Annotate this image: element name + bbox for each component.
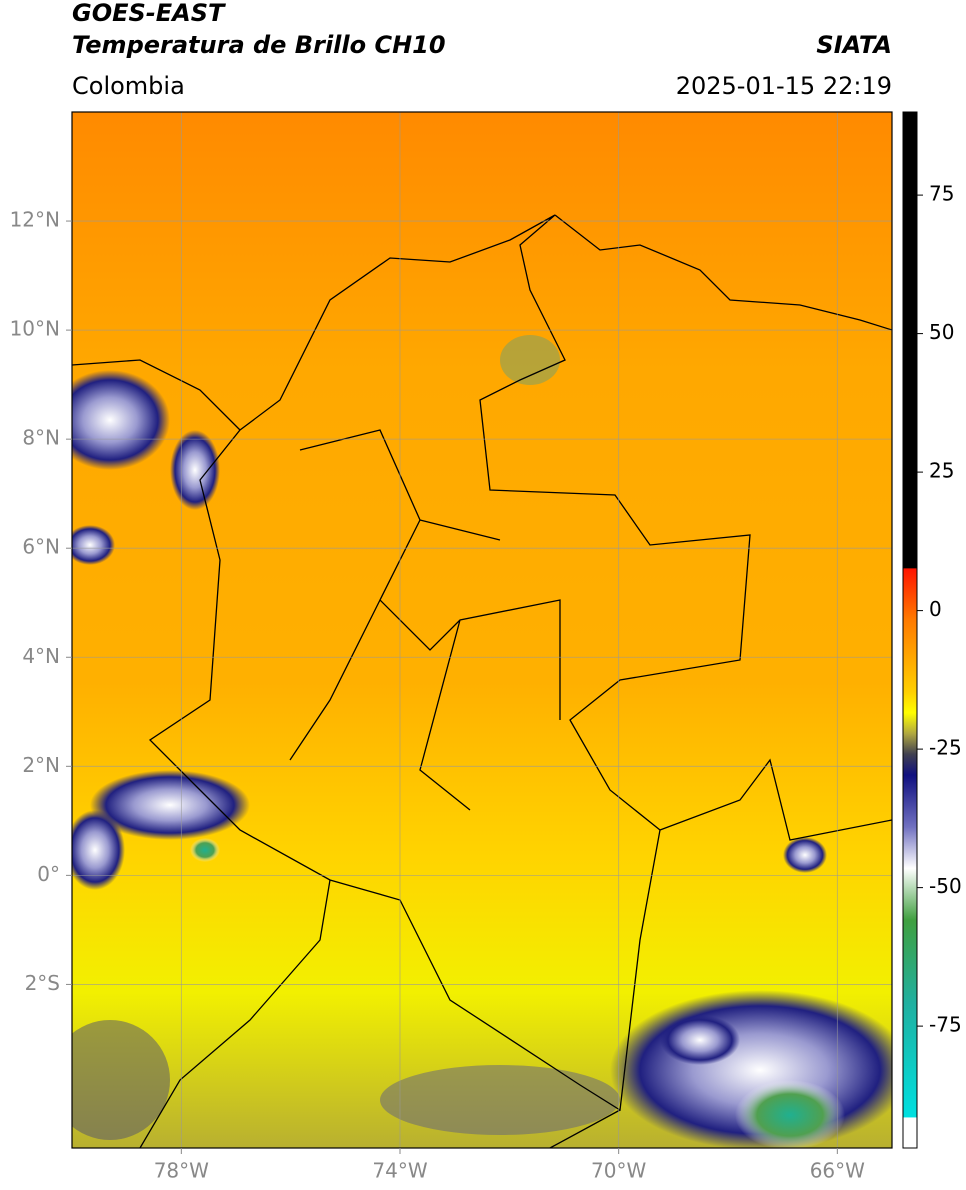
y-tick-label: 0°	[37, 862, 60, 886]
map-frame	[71, 111, 893, 1149]
source: SIATA	[816, 31, 892, 59]
subtitle: Temperatura de Brillo CH10	[72, 31, 446, 59]
region: Colombia	[72, 72, 185, 100]
x-tick-label: 78°W	[154, 1159, 209, 1183]
y-tick-label: 10°N	[10, 317, 60, 341]
y-tick-label: 2°S	[25, 971, 60, 995]
colorbar-tick-label: 25	[929, 459, 954, 483]
colorbar-tick-label: 75	[929, 182, 954, 206]
y-tick-label: 6°N	[22, 535, 60, 559]
graticule	[72, 112, 892, 1148]
x-tick-label: 74°W	[372, 1159, 427, 1183]
title: GOES-EAST	[72, 0, 226, 27]
x-tick-label: 66°W	[810, 1159, 865, 1183]
y-tick-label: 2°N	[22, 753, 60, 777]
colorbar-tick-label: -25	[929, 736, 962, 760]
x-tick-label: 70°W	[591, 1159, 646, 1183]
colorbar	[902, 111, 918, 1149]
y-tick-label: 8°N	[22, 426, 60, 450]
y-tick-label: 12°N	[10, 208, 60, 232]
datetime: 2025-01-15 22:19	[676, 72, 892, 100]
colorbar-tick-label: 50	[929, 320, 954, 344]
imagery	[72, 112, 892, 1148]
colorbar-tick-label: -50	[929, 874, 962, 898]
y-tick-label: 4°N	[22, 644, 60, 668]
colorbar-tick-label: -75	[929, 1013, 962, 1037]
colorbar-tick-label: 0	[929, 597, 942, 621]
